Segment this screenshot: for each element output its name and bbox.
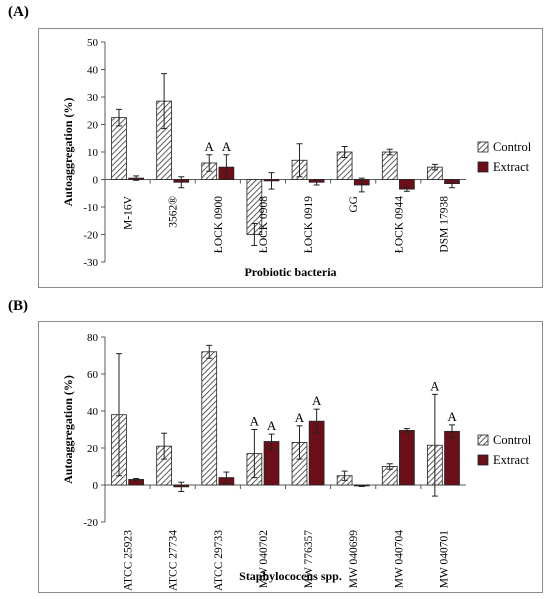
legend-swatch-extract xyxy=(477,161,489,173)
legend-swatch-control xyxy=(477,141,489,153)
x-axis-title: Staphylococcus spp. xyxy=(239,569,342,583)
y-tick-label: 30 xyxy=(87,92,99,104)
category-label: MW 040701 xyxy=(438,530,450,588)
category-label: M-16V xyxy=(123,195,135,230)
y-tick-label: -20 xyxy=(83,230,98,242)
legend-label-control: Control xyxy=(493,140,532,154)
significance-label: A xyxy=(447,409,457,424)
category-label: MW 040704 xyxy=(393,530,405,588)
category-label: ŁOCK 0900 xyxy=(213,196,225,253)
bar-control xyxy=(381,151,398,180)
y-tick-label: 10 xyxy=(87,147,99,159)
legend-label-extract: Extract xyxy=(493,453,530,467)
bar-control xyxy=(111,117,127,180)
y-tick-label: -30 xyxy=(83,257,98,269)
y-tick-label: 20 xyxy=(87,120,99,132)
bar-extract xyxy=(399,430,415,486)
y-tick-label: 60 xyxy=(87,369,99,381)
significance-label: A xyxy=(312,393,322,408)
y-axis-title: Autoaggregation (%) xyxy=(61,375,75,484)
significance-label: A xyxy=(430,378,440,393)
chart-frame-b xyxy=(38,321,543,593)
legend-swatch-extract xyxy=(477,454,489,466)
category-label: ŁOCK 0908 xyxy=(258,196,270,253)
significance-label: A xyxy=(205,139,215,154)
y-tick-label: -20 xyxy=(83,517,98,529)
legend-label-control: Control xyxy=(493,433,532,447)
y-tick-label: 0 xyxy=(93,480,99,492)
legend-swatch-control xyxy=(477,434,489,446)
chart-b: -20 0 20 40 60 80 ATCC 25923 ATCC 27734 ATCC 297… xyxy=(61,332,532,591)
bar-control xyxy=(201,351,218,486)
category-label: GG xyxy=(348,196,360,213)
chart-a: -30 -20 -10 0 10 20 30 40 50 M-16V 3562® A A ŁOCK 090… xyxy=(61,37,532,279)
y-tick-label: 0 xyxy=(93,175,99,187)
y-tick-label: 80 xyxy=(87,332,99,344)
y-axis-title: Autoaggregation (%) xyxy=(61,98,75,207)
category-label: ATCC 29733 xyxy=(213,530,225,591)
significance-label: A xyxy=(250,414,260,429)
category-label: MW 040699 xyxy=(348,530,360,588)
category-label: MW 040702 xyxy=(258,530,270,588)
category-label: 3562® xyxy=(168,196,180,228)
significance-label: A xyxy=(295,410,305,425)
y-tick-label: 40 xyxy=(87,406,99,418)
x-axis-title: Probiotic bacteria xyxy=(244,265,336,279)
chart-frame-a xyxy=(38,28,543,288)
category-label: ATCC 25923 xyxy=(123,530,135,591)
category-label: ŁOCK 0944 xyxy=(393,196,405,253)
category-label: ŁOCK 0919 xyxy=(303,196,315,253)
significance-label: A xyxy=(222,139,232,154)
legend-label-extract: Extract xyxy=(493,160,530,174)
bar-extract xyxy=(444,430,460,486)
category-label: ATCC 27734 xyxy=(168,530,180,591)
y-tick-label: -10 xyxy=(83,202,98,214)
category-label: DSM 17938 xyxy=(438,196,450,253)
y-tick-label: 40 xyxy=(87,65,99,77)
y-tick-label: 20 xyxy=(87,443,99,455)
significance-label: A xyxy=(267,418,277,433)
panel-label-b: (B) xyxy=(8,298,28,314)
y-tick-label: 50 xyxy=(87,37,99,49)
panel-label-a: (A) xyxy=(8,4,29,20)
category-label: MW 776357 xyxy=(303,530,315,588)
